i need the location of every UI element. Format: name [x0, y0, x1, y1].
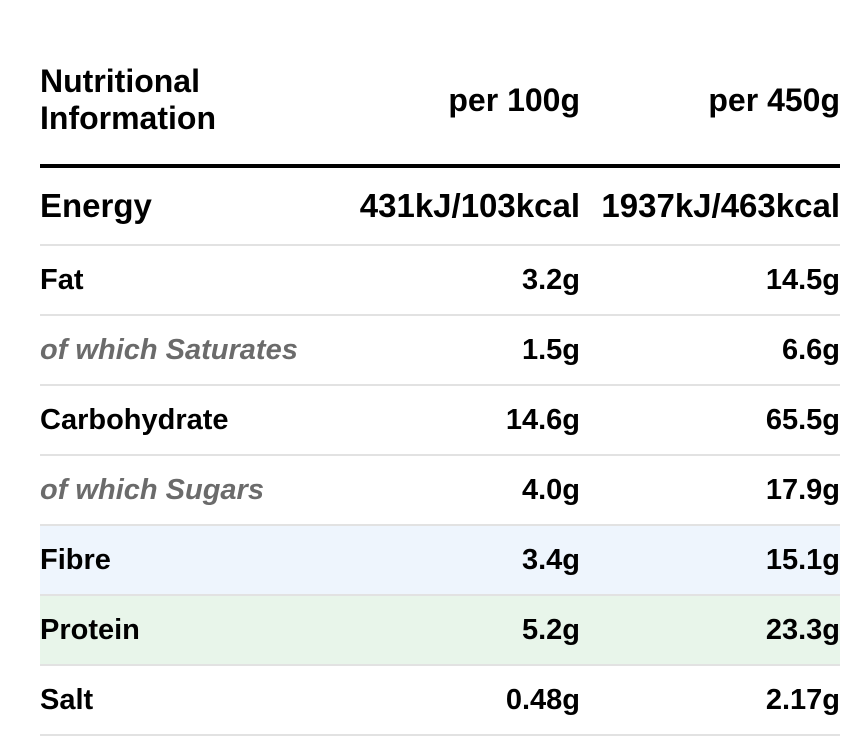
- table-title: Nutritional Information: [40, 63, 216, 136]
- row-label: of which Saturates: [40, 333, 298, 366]
- table-header: Nutritional Information per 100g per 450…: [40, 60, 840, 168]
- value-per-450g: 2.17g: [765, 683, 840, 716]
- value-per-100g: 4.0g: [521, 473, 580, 506]
- row-salt: Salt 0.48g 2.17g: [40, 666, 840, 736]
- row-fibre: Fibre 3.4g 15.1g: [40, 526, 840, 596]
- row-label: Salt: [40, 683, 94, 716]
- row-saturates: of which Saturates 1.5g 6.6g: [40, 316, 840, 386]
- value-per-100g: 5.2g: [521, 613, 580, 646]
- column-header-per-450g: per 450g: [708, 82, 840, 118]
- row-carbohydrate: Carbohydrate 14.6g 65.5g: [40, 386, 840, 456]
- row-label: Protein: [40, 613, 140, 646]
- value-per-100g: 14.6g: [505, 403, 580, 436]
- value-per-100g: 3.4g: [521, 543, 580, 576]
- column-header-per-100g: per 100g: [448, 82, 580, 118]
- value-per-450g: 65.5g: [765, 403, 840, 436]
- row-label: Carbohydrate: [40, 403, 229, 436]
- row-label: Fibre: [40, 543, 111, 576]
- row-sugars: of which Sugars 4.0g 17.9g: [40, 456, 840, 526]
- value-per-100g: 431kJ/103kcal: [359, 187, 580, 224]
- value-per-100g: 3.2g: [521, 263, 580, 296]
- row-label: of which Sugars: [40, 473, 264, 506]
- nutrition-table: Nutritional Information per 100g per 450…: [40, 60, 840, 736]
- value-per-100g: 1.5g: [521, 333, 580, 366]
- value-per-450g: 6.6g: [781, 333, 840, 366]
- value-per-450g: 14.5g: [765, 263, 840, 296]
- row-fat: Fat 3.2g 14.5g: [40, 246, 840, 316]
- row-label: Energy: [40, 187, 152, 224]
- value-per-450g: 23.3g: [765, 613, 840, 646]
- row-label: Fat: [40, 263, 84, 296]
- row-energy: Energy 431kJ/103kcal 1937kJ/463kcal: [40, 168, 840, 246]
- row-protein: Protein 5.2g 23.3g: [40, 596, 840, 666]
- value-per-450g: 1937kJ/463kcal: [601, 187, 840, 224]
- value-per-450g: 17.9g: [765, 473, 840, 506]
- value-per-450g: 15.1g: [765, 543, 840, 576]
- value-per-100g: 0.48g: [505, 683, 580, 716]
